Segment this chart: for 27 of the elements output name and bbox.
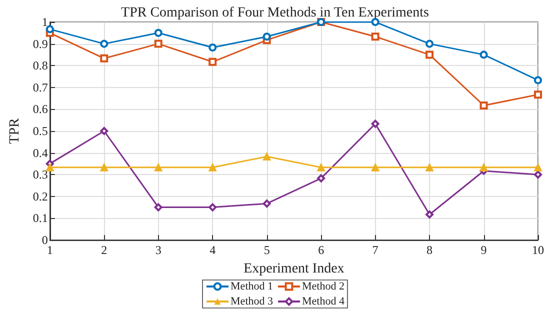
x-tick-label: 3 xyxy=(155,243,162,257)
x-tick-label: 5 xyxy=(264,243,270,257)
chart-title: TPR Comparison of Four Methods in Ten Experiments xyxy=(121,6,429,20)
y-tick-label: 0.5 xyxy=(32,124,48,138)
x-tick-label: 4 xyxy=(210,243,216,257)
y-tick-label: 0.8 xyxy=(32,58,48,73)
x-tick-label: 9 xyxy=(480,243,487,257)
y-tick-label: 0.1 xyxy=(32,211,48,226)
y-axis-title: TPR xyxy=(8,118,22,144)
x-tick-label: 6 xyxy=(318,243,324,257)
y-tick-label: 0 xyxy=(42,233,48,247)
y-tick-label: 0.4 xyxy=(32,146,48,160)
legend-label: Method 4 xyxy=(302,296,345,308)
y-tick-label: 0.7 xyxy=(32,80,48,94)
y-tick-label: 0.2 xyxy=(32,189,48,204)
legend-label: Method 1 xyxy=(230,280,274,292)
legend-label: Method 3 xyxy=(230,296,274,308)
y-tick-label: 0.3 xyxy=(32,168,48,182)
x-tick-label: 8 xyxy=(426,243,433,257)
x-tick-label: 7 xyxy=(372,243,378,257)
x-tick-label: 10 xyxy=(532,243,544,257)
x-tick-label: 2 xyxy=(101,243,108,257)
y-tick-label: 0.6 xyxy=(32,102,48,116)
x-axis-title: Experiment Index xyxy=(244,262,344,276)
y-tick-label: 1 xyxy=(42,15,48,29)
y-tick-label: 0.9 xyxy=(32,36,48,51)
legend-label: Method 2 xyxy=(302,280,344,292)
